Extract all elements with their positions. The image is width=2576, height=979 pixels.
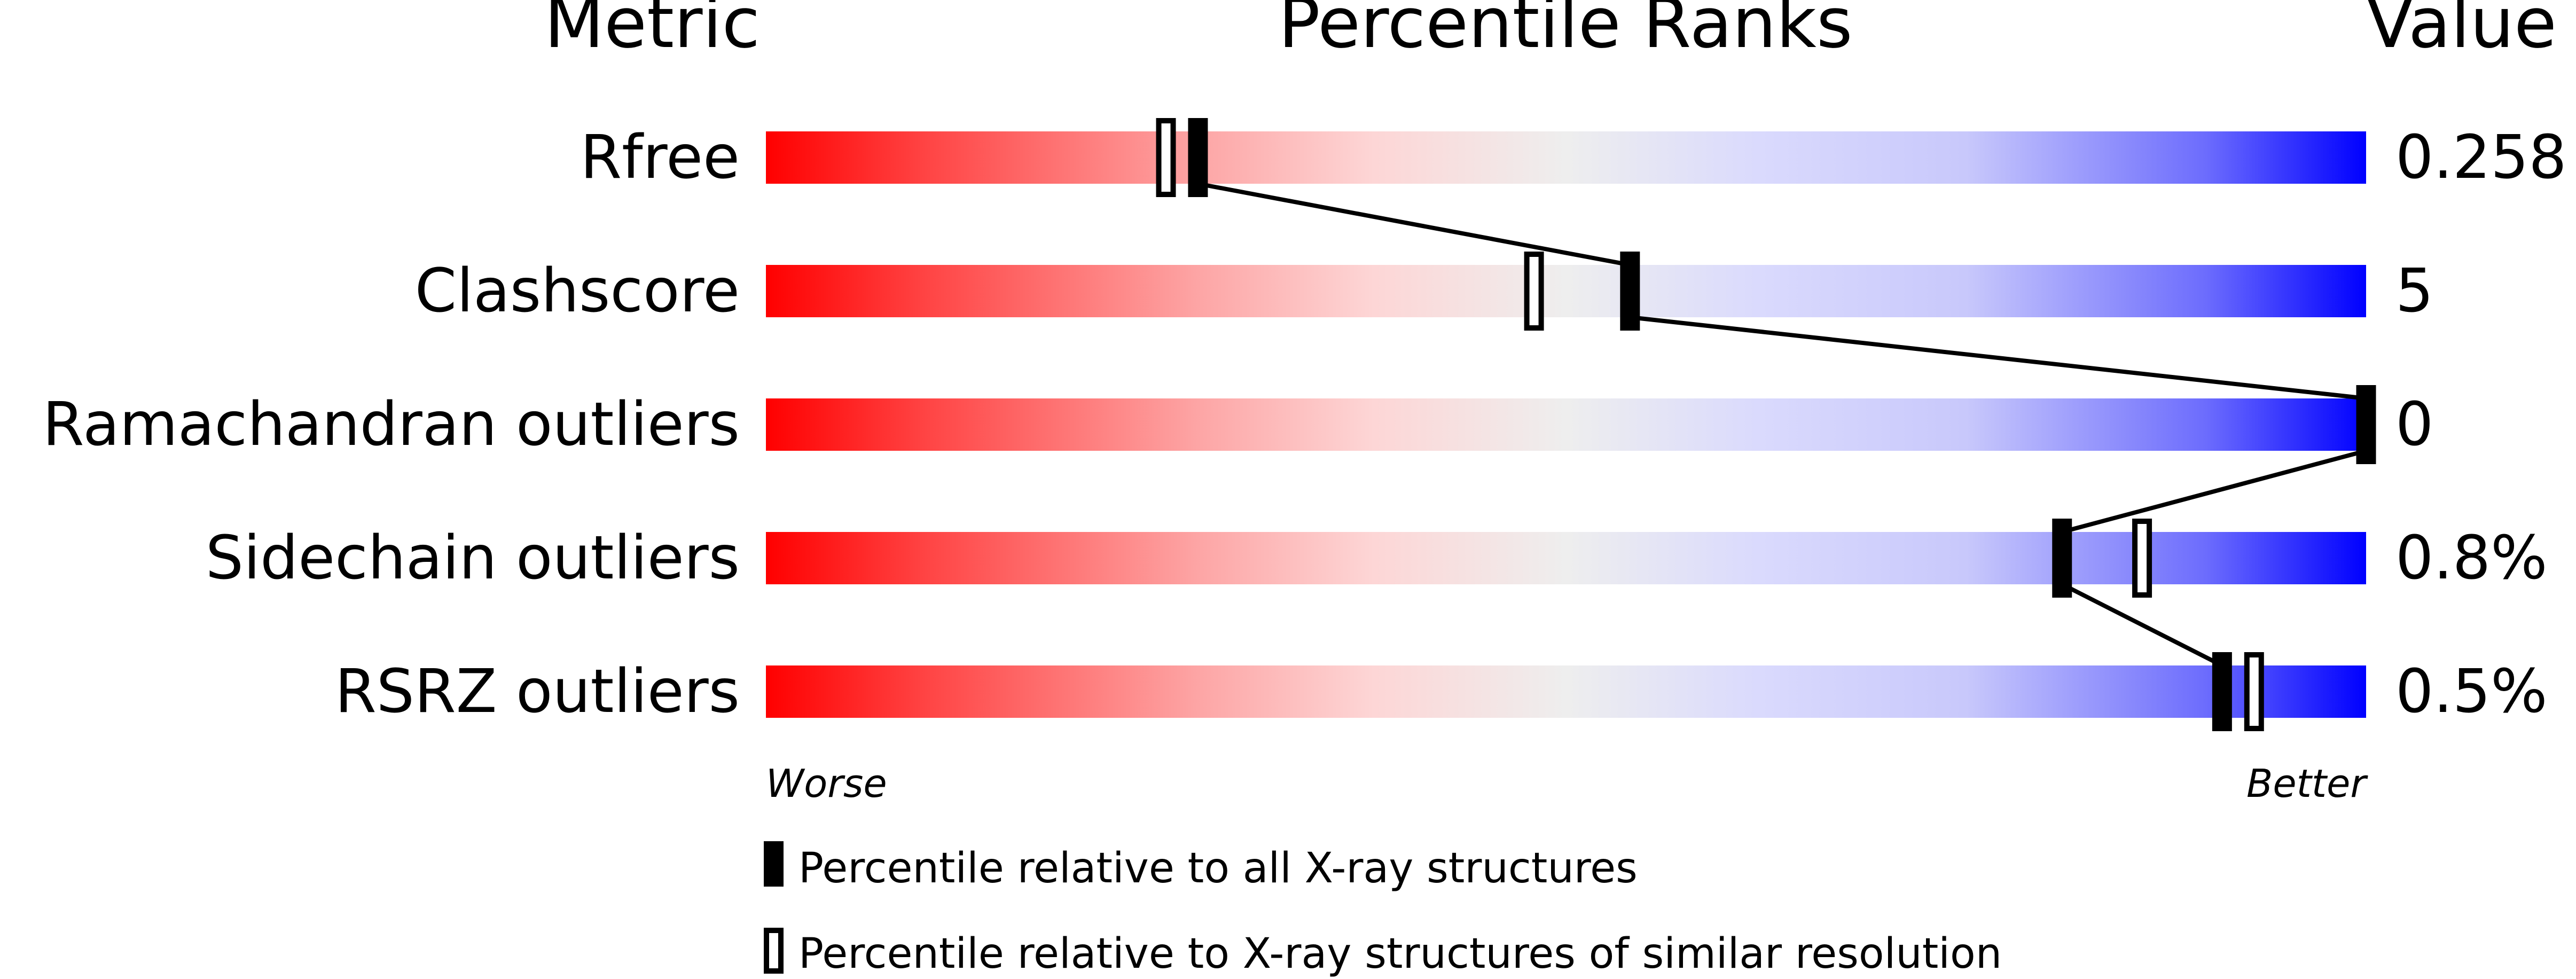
metric-label: Clashscore <box>415 256 740 326</box>
metric-label: Rfree <box>580 123 740 192</box>
metric-value: 0.258 <box>2395 123 2567 192</box>
metric-row: RSRZ outliers 0.5% <box>335 652 2548 731</box>
metric-value: 0 <box>2395 390 2433 459</box>
metric-value: 0.8% <box>2395 523 2548 593</box>
percentile-bar <box>766 398 2366 451</box>
header-metric: Metric <box>544 0 760 64</box>
metric-label: Sidechain outliers <box>206 523 740 593</box>
legend-all-label: Percentile relative to all X-ray structu… <box>798 844 1638 892</box>
percentile-bar <box>766 265 2366 317</box>
metric-label: RSRZ outliers <box>335 657 740 726</box>
marker-similar-resolution <box>2132 519 2152 598</box>
legend-filled-marker-icon <box>764 841 784 887</box>
connector-line <box>2061 582 2223 668</box>
header-value: Value <box>2366 0 2557 64</box>
axis-better-label: Better <box>2246 761 2368 806</box>
header-percentile-ranks: Percentile Ranks <box>1278 0 1852 64</box>
connector-line <box>1630 315 2367 401</box>
connector-line <box>1197 182 1631 267</box>
marker-similar-resolution <box>2244 652 2264 731</box>
percentile-bar <box>766 532 2366 584</box>
connector-line <box>2061 449 2367 534</box>
metric-row: Rfree 0.258 <box>580 118 2567 197</box>
metric-row: Sidechain outliers 0.8% <box>206 519 2548 598</box>
percentile-bar <box>766 131 2366 184</box>
legend-similar-label: Percentile relative to X-ray structures … <box>798 930 2002 978</box>
marker-similar-resolution <box>1524 252 1544 331</box>
marker-similar-resolution <box>1156 118 1176 197</box>
percentile-bar <box>766 665 2366 718</box>
metric-label: Ramachandran outliers <box>43 390 740 459</box>
metric-value: 0.5% <box>2395 657 2548 726</box>
metric-row: Clashscore 5 <box>415 252 2433 331</box>
metric-row: Ramachandran outliers 0 <box>43 385 2433 464</box>
metric-value: 5 <box>2395 256 2433 326</box>
axis-worse-label: Worse <box>766 761 887 806</box>
legend-open-marker-icon <box>764 928 784 974</box>
